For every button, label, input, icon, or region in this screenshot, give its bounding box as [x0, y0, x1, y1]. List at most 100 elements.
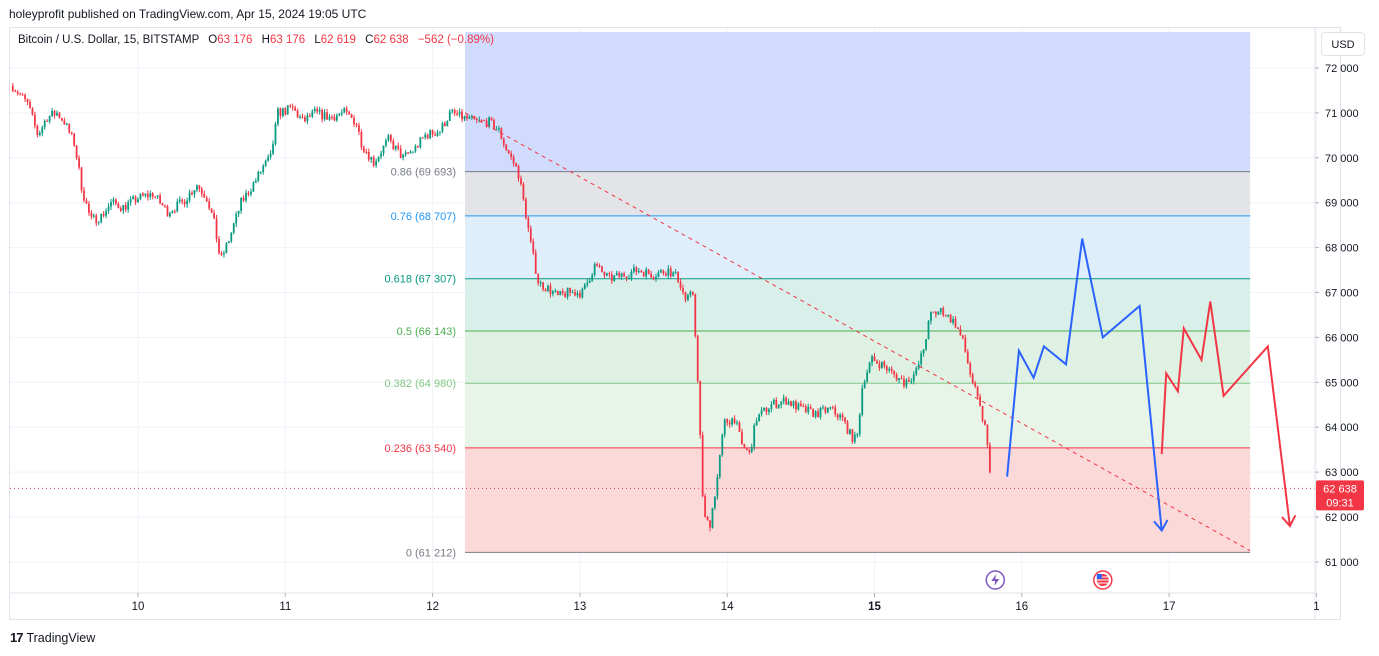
candle-body [416, 146, 419, 148]
candle-body [41, 127, 44, 134]
candle-body [939, 308, 942, 313]
candle-body [355, 124, 358, 126]
candle-body [866, 372, 869, 382]
candle-body [669, 268, 672, 277]
candle-body [564, 293, 567, 297]
candle-body [181, 199, 184, 202]
candle-body [205, 197, 208, 202]
candle-body [350, 114, 353, 119]
high-value: 63 176 [269, 34, 306, 46]
candle-body [871, 356, 873, 363]
candle-body [95, 215, 98, 224]
candle-body [522, 184, 525, 200]
currency-button[interactable]: USD [1321, 32, 1365, 56]
candle-body [571, 292, 574, 294]
candle-body [677, 272, 679, 282]
candle-body [883, 361, 886, 367]
candle-body [790, 401, 792, 406]
candle-body [758, 414, 761, 422]
candle-body [660, 270, 662, 273]
candle-body [191, 192, 193, 195]
candle-body [623, 273, 625, 277]
candle-body [485, 120, 488, 127]
candle-body [640, 270, 643, 273]
tradingview-logo-icon[interactable]: 17 [10, 630, 24, 645]
candle-body [824, 407, 827, 413]
candle-body [542, 282, 544, 290]
candle-body [961, 335, 964, 338]
candle-body [849, 429, 851, 434]
candle-body [451, 110, 454, 112]
candle-body [122, 205, 125, 211]
candle-body [591, 274, 594, 281]
candle-body [655, 276, 657, 280]
candle-body [507, 150, 510, 154]
candle-body [488, 117, 490, 127]
fib-zone [465, 447, 1251, 553]
candle-body [304, 117, 306, 122]
candle-body [372, 157, 375, 166]
candle-body [117, 203, 120, 209]
symbol-name[interactable]: Bitcoin / U.S. Dollar, 15, BITSTAMP [18, 34, 200, 46]
candle-body [841, 414, 844, 418]
candle-body [461, 111, 463, 120]
candle-body [775, 399, 778, 408]
candle-body [453, 110, 456, 114]
candle-body [146, 193, 149, 198]
candle-body [274, 123, 277, 144]
candle-body [36, 125, 39, 136]
fib-zone [465, 330, 1251, 384]
candle-body [701, 434, 704, 497]
time-axis-label: 17 [1163, 601, 1176, 613]
candle-body [922, 349, 925, 354]
candle-body [839, 414, 842, 418]
candle-body [105, 211, 107, 216]
candle-body [156, 195, 159, 197]
candle-body [615, 272, 618, 276]
candle-body [456, 113, 459, 115]
candle-body [245, 192, 247, 201]
candle-body [164, 205, 166, 207]
candle-body [772, 399, 775, 405]
candle-body [780, 401, 783, 405]
candle-body [318, 109, 321, 112]
candle-body [389, 135, 392, 141]
bar-countdown-label: 09:31 [1326, 497, 1354, 509]
trendline-dashed [464, 112, 1251, 552]
candle-body [380, 153, 382, 157]
last-price-tag[interactable] [1316, 480, 1364, 511]
candle-body [448, 111, 451, 121]
candle-body [110, 201, 112, 207]
candle-body [399, 148, 402, 158]
candle-body [905, 379, 908, 387]
candle-body [976, 386, 979, 397]
candle-body [505, 144, 508, 151]
candle-body [19, 93, 22, 95]
candle-body [974, 382, 977, 387]
candle-body [807, 407, 810, 413]
candle-body [512, 156, 515, 164]
candle-body [431, 130, 434, 135]
tradingview-brand[interactable]: TradingView [26, 630, 96, 645]
candle-body [296, 110, 299, 118]
candle-body [903, 378, 905, 387]
candle-body [247, 192, 250, 195]
candle-body [829, 407, 832, 409]
candle-body [166, 206, 169, 217]
candle-body [900, 378, 903, 380]
price-axis-label: 63 000 [1325, 467, 1359, 479]
candle-body [927, 320, 930, 340]
candle-body [294, 107, 297, 111]
candle-body [16, 91, 19, 94]
price-axis-label: 66 000 [1325, 332, 1359, 344]
candle-body [53, 110, 56, 116]
candle-body [475, 118, 478, 120]
candle-body [736, 422, 738, 424]
candle-body [785, 397, 788, 405]
candle-body [797, 403, 800, 410]
candle-body [139, 193, 142, 200]
candle-body [706, 516, 709, 521]
candle-body [134, 196, 137, 203]
candle-body [520, 178, 522, 185]
